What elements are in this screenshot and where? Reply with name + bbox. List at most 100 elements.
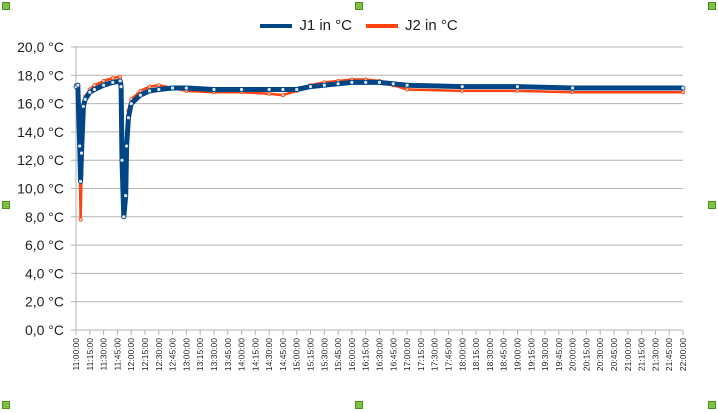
x-tick-label: 15:15:00 — [306, 338, 316, 371]
resize-handle-top[interactable] — [355, 2, 363, 10]
data-point-j1 — [156, 87, 162, 92]
x-tick-label: 18:30:00 — [485, 338, 495, 371]
x-tick-label: 17:00:00 — [402, 338, 412, 371]
resize-handle-bottom[interactable] — [355, 401, 363, 409]
data-point-j2 — [515, 88, 520, 93]
series-line-j2 — [75, 75, 683, 221]
y-tick-label: 16,0 °C — [17, 96, 64, 112]
data-point-j1 — [390, 81, 396, 87]
x-tick-label: 14:30:00 — [264, 338, 274, 371]
x-tick-label: 13:15:00 — [195, 338, 205, 371]
x-tick-label: 12:45:00 — [168, 338, 178, 371]
x-tick-label: 20:00:00 — [568, 338, 578, 371]
data-point-j2 — [681, 90, 686, 95]
data-point-j2 — [280, 93, 285, 98]
x-tick-label: 14:00:00 — [237, 338, 247, 371]
legend-swatch-j1 — [260, 23, 293, 28]
data-point-j1 — [183, 85, 189, 91]
data-point-j2 — [147, 84, 152, 89]
x-tick-label: 21:45:00 — [664, 338, 674, 371]
x-tick-label: 18:15:00 — [471, 338, 481, 371]
data-point-j2 — [78, 217, 83, 222]
legend-swatch-j2 — [366, 23, 398, 28]
y-tick-label: 8,0 °C — [25, 209, 64, 225]
x-tick-label: 15:30:00 — [319, 338, 329, 371]
data-point-j1 — [87, 89, 93, 95]
data-point-j1 — [126, 115, 131, 121]
data-point-j1 — [211, 87, 217, 92]
data-point-j1 — [294, 87, 300, 92]
data-point-j1 — [363, 79, 369, 85]
x-tick-label: 14:45:00 — [278, 338, 288, 371]
x-tick-label: 18:00:00 — [457, 338, 467, 371]
data-point-j1 — [121, 214, 127, 220]
data-point-j1 — [459, 84, 465, 90]
y-tick-label: 4,0 °C — [25, 265, 64, 281]
x-tick-label: 19:30:00 — [540, 338, 550, 371]
data-point-j1 — [118, 84, 124, 90]
data-point-j1 — [147, 88, 152, 94]
y-tick-label: 12,0 °C — [17, 152, 64, 168]
y-axis-labels: 0,0 °C 2,0 °C 4,0 °C 6,0 °C 8,0 °C 10,0 °C 12,… — [17, 39, 64, 338]
data-point-j2 — [101, 78, 106, 83]
resize-handle-bottom-right[interactable] — [708, 401, 716, 409]
data-point-j1 — [308, 84, 313, 90]
resize-handle-top-left[interactable] — [2, 2, 10, 10]
data-point-j1 — [79, 150, 84, 156]
x-tick-label: 18:45:00 — [499, 338, 509, 371]
x-tick-label: 21:30:00 — [650, 338, 660, 371]
x-tick-label: 22:00:00 — [678, 338, 688, 371]
data-point-j1 — [335, 81, 341, 87]
data-point-j2 — [460, 88, 465, 93]
y-tick-label: 2,0 °C — [25, 294, 64, 310]
x-tick-label: 12:00:00 — [126, 338, 136, 371]
x-tick-label: 21:00:00 — [623, 338, 633, 371]
legend-label-j2: J2 in °C — [405, 17, 458, 34]
legend: J1 in °C J2 in °C — [0, 17, 718, 34]
data-point-j1 — [349, 79, 355, 85]
x-tick-label: 16:30:00 — [375, 338, 385, 371]
series-lines — [73, 74, 686, 222]
data-point-j2 — [405, 87, 410, 92]
x-tick-label: 15:45:00 — [333, 338, 343, 371]
x-tick-label: 20:30:00 — [595, 338, 605, 371]
y-tick-label: 6,0 °C — [25, 237, 64, 253]
legend-item-j2: J2 in °C — [366, 17, 458, 34]
data-point-j1 — [266, 87, 272, 92]
data-point-j1 — [570, 85, 576, 91]
legend-item-j1: J1 in °C — [260, 17, 352, 34]
x-tick-label: 17:45:00 — [443, 338, 453, 371]
data-point-j1 — [123, 193, 129, 198]
x-tick-label: 20:15:00 — [581, 338, 591, 371]
x-tick-label: 19:15:00 — [526, 338, 536, 371]
x-tick-label: 15:00:00 — [292, 338, 302, 371]
x-tick-label: 11:30:00 — [99, 338, 109, 371]
resize-handle-right[interactable] — [708, 201, 716, 209]
x-tick-label: 16:00:00 — [347, 338, 357, 371]
data-point-j1 — [80, 104, 86, 109]
x-tick-label: 16:15:00 — [361, 338, 371, 371]
y-tick-label: 20,0 °C — [17, 39, 64, 55]
data-point-j1 — [82, 96, 88, 102]
x-tick-label: 11:00:00 — [71, 338, 81, 371]
series-line-j1 — [74, 78, 683, 220]
data-point-j2 — [570, 90, 575, 95]
x-axis-labels: 11:00:00 11:15:00 11:30:00 11:45:00 12:00:00… — [71, 338, 688, 371]
x-tick-label: 13:30:00 — [209, 338, 219, 371]
x-tick-label: 13:00:00 — [181, 338, 191, 371]
data-point-j1 — [75, 82, 81, 88]
y-tick-label: 0,0 °C — [25, 322, 64, 338]
data-point-j1 — [321, 82, 327, 88]
resize-handle-left[interactable] — [2, 201, 10, 209]
data-point-j2 — [110, 76, 115, 81]
x-tick-label: 19:00:00 — [512, 338, 522, 371]
data-point-j2 — [156, 83, 161, 88]
x-tick-label: 17:15:00 — [416, 338, 426, 371]
x-tick-label: 16:45:00 — [388, 338, 398, 371]
resize-handle-top-right[interactable] — [708, 2, 716, 10]
x-tick-label: 11:15:00 — [85, 338, 95, 371]
data-point-j1 — [377, 79, 382, 85]
resize-handle-bottom-left[interactable] — [2, 401, 10, 409]
data-point-j1 — [515, 84, 520, 90]
